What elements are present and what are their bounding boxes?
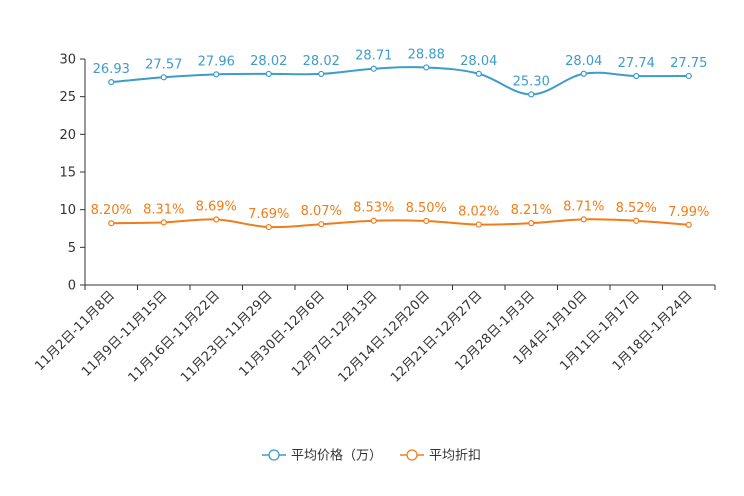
series-line — [111, 66, 689, 96]
data-label: 7.69% — [248, 207, 289, 222]
data-point[interactable] — [685, 72, 692, 80]
data-point[interactable] — [580, 70, 587, 77]
data-point[interactable] — [475, 221, 482, 228]
x-tick-label: 12月14日-12月20日 — [336, 288, 433, 385]
legend-item[interactable]: 平均折扣 — [400, 449, 481, 464]
legend-label: 平均价格（万） — [291, 448, 382, 464]
legend-label: 平均折扣 — [429, 449, 481, 464]
y-tick-label: 10 — [59, 203, 76, 218]
y-tick-label: 0 — [68, 279, 76, 294]
data-label: 26.93 — [93, 62, 130, 77]
data-point[interactable] — [633, 217, 640, 224]
data-point[interactable] — [475, 70, 482, 77]
y-tick-label: 20 — [59, 128, 76, 143]
data-label: 27.96 — [198, 54, 235, 69]
data-label: 8.20% — [91, 203, 132, 218]
data-label: 27.75 — [670, 56, 707, 71]
data-label: 8.21% — [511, 203, 552, 218]
x-tick-label: 11月23日-11月29日 — [178, 288, 275, 385]
data-point[interactable] — [213, 71, 220, 78]
data-point[interactable] — [213, 216, 220, 223]
data-label: 28.02 — [303, 54, 340, 69]
data-point[interactable] — [423, 64, 430, 71]
legend[interactable]: 平均价格（万） 平均折扣 — [262, 448, 481, 464]
data-point[interactable] — [580, 216, 587, 223]
data-label: 27.74 — [618, 56, 655, 71]
data-labels: 26.93 27.57 27.96 28.02 28.02 28.71 28.88 28.04… — [91, 47, 710, 222]
data-point[interactable] — [265, 223, 272, 231]
data-label: 8.69% — [196, 200, 237, 215]
data-label: 8.02% — [458, 205, 499, 220]
data-point[interactable] — [160, 74, 167, 81]
data-point[interactable] — [318, 221, 325, 228]
data-label: 8.71% — [563, 199, 604, 214]
series-line — [111, 218, 689, 229]
data-point[interactable] — [685, 221, 692, 228]
data-point[interactable] — [528, 91, 535, 98]
data-label: 8.50% — [406, 201, 447, 216]
series-0 — [108, 64, 692, 98]
data-point[interactable] — [108, 79, 115, 86]
data-label: 8.07% — [301, 204, 342, 219]
y-tick-label: 30 — [59, 53, 76, 68]
data-point[interactable] — [160, 219, 167, 226]
series-1 — [108, 216, 692, 231]
data-point[interactable] — [265, 70, 272, 78]
data-point[interactable] — [423, 217, 430, 225]
legend-item[interactable]: 平均价格（万） — [262, 448, 382, 464]
data-point[interactable] — [108, 220, 115, 227]
x-tick-label: 12月21日-12月27日 — [388, 288, 485, 385]
legend-marker-icon — [406, 449, 418, 461]
data-label: 28.04 — [460, 54, 497, 69]
legend-marker-icon — [268, 449, 280, 461]
data-label: 28.04 — [565, 54, 602, 69]
data-point[interactable] — [528, 220, 535, 227]
y-tick-label: 25 — [59, 90, 76, 105]
data-label: 28.02 — [250, 54, 287, 69]
data-label: 27.57 — [145, 57, 182, 72]
data-label: 25.30 — [513, 74, 550, 89]
data-point[interactable] — [370, 217, 377, 224]
data-label: 8.31% — [143, 202, 184, 217]
y-tick-label: 15 — [59, 166, 76, 181]
y-tick-label: 5 — [68, 241, 76, 256]
series-layer — [108, 64, 692, 231]
data-label: 8.52% — [616, 201, 657, 216]
data-label: 28.88 — [408, 47, 445, 62]
data-point[interactable] — [370, 65, 377, 72]
data-label: 28.71 — [355, 49, 392, 64]
data-point[interactable] — [318, 70, 325, 78]
data-point[interactable] — [633, 72, 640, 80]
data-label: 8.53% — [353, 201, 394, 216]
x-tick-label: 11月16日-11月22日 — [126, 288, 223, 385]
data-label: 7.99% — [668, 205, 709, 220]
